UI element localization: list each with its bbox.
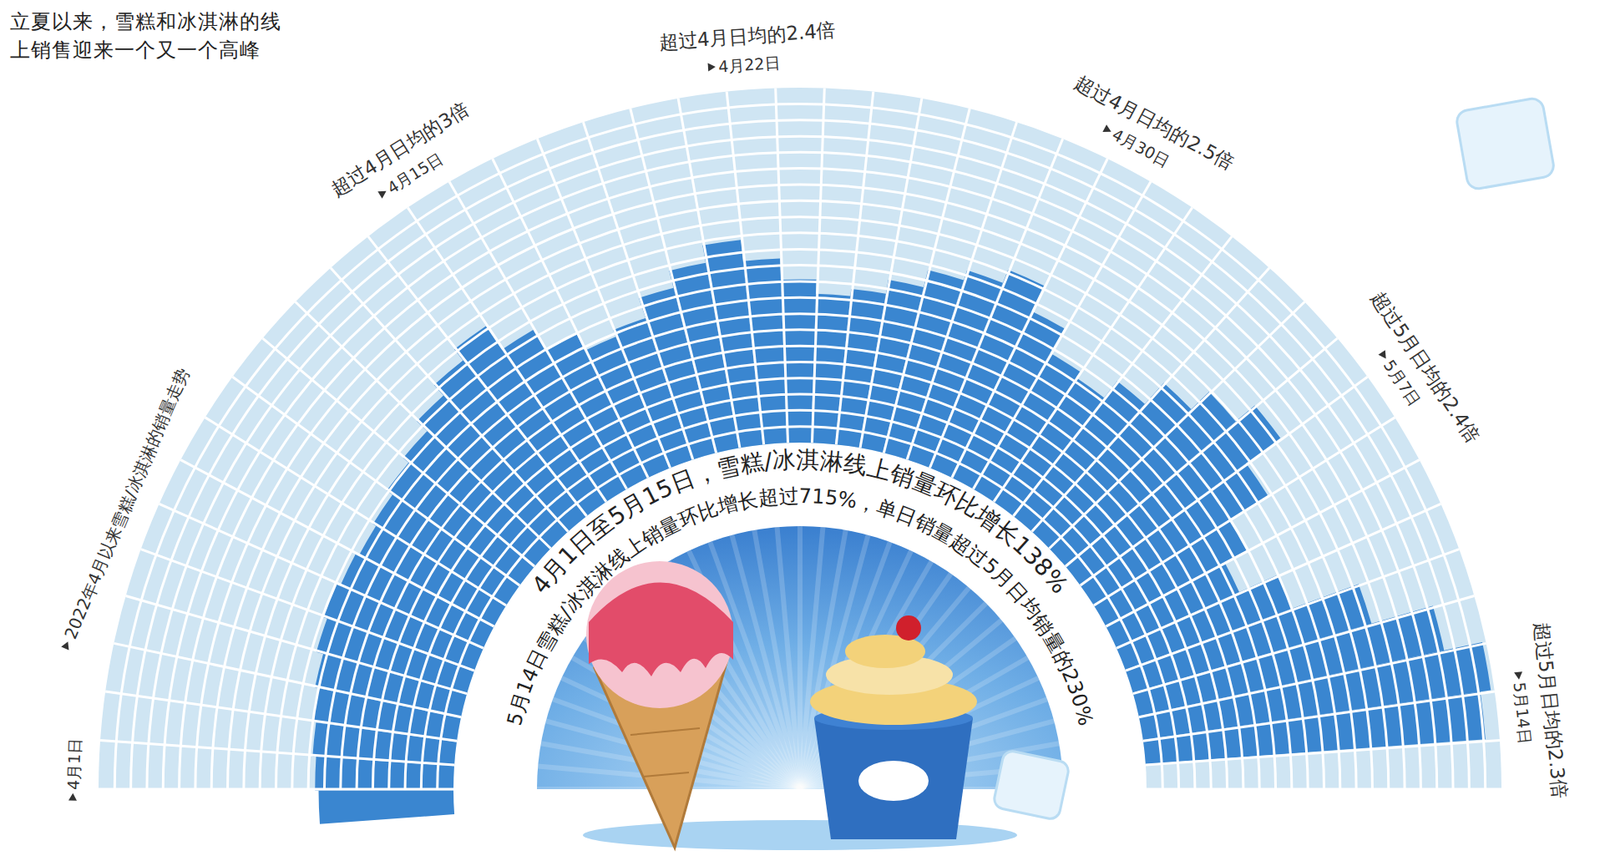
svg-text:4月1日: 4月1日 — [63, 737, 84, 790]
svg-text:2022年4月以来雪糕/冰淇淋的销量走势: 2022年4月以来雪糕/冰淇淋的销量走势 — [60, 364, 193, 643]
svg-text:5月14日雪糕/冰淇淋线上销量环比增长超过715%，单日销量: 5月14日雪糕/冰淇淋线上销量环比增长超过715%，单日销量超过5月日均销量的2… — [502, 484, 1098, 729]
html-text:立夏以来，雪糕和冰淇淋的线上销售迎来一个又一个高峰: 立夏以来，雪糕和冰淇淋的线上销售迎来一个又一个高峰 — [10, 10, 282, 62]
svg-text:4月30日: 4月30日 — [1109, 125, 1173, 171]
svg-text:4月15日: 4月15日 — [383, 148, 447, 198]
svg-text:5月14日: 5月14日 — [1509, 681, 1535, 745]
svg-text:超过5月日均的2.4倍: 超过5月日均的2.4倍 — [1367, 287, 1484, 446]
svg-text:4月22日: 4月22日 — [718, 53, 782, 76]
svg-text:超过5月日均的2.3倍: 超过5月日均的2.3倍 — [1530, 621, 1571, 800]
svg-text:超过4月日均的3倍: 超过4月日均的3倍 — [326, 97, 473, 201]
svg-text:超过4月日均的2.4倍: 超过4月日均的2.4倍 — [658, 19, 837, 54]
svg-text:5月7日: 5月7日 — [1380, 356, 1425, 410]
svg-text:超过4月日均的2.5倍: 超过4月日均的2.5倍 — [1071, 71, 1239, 175]
